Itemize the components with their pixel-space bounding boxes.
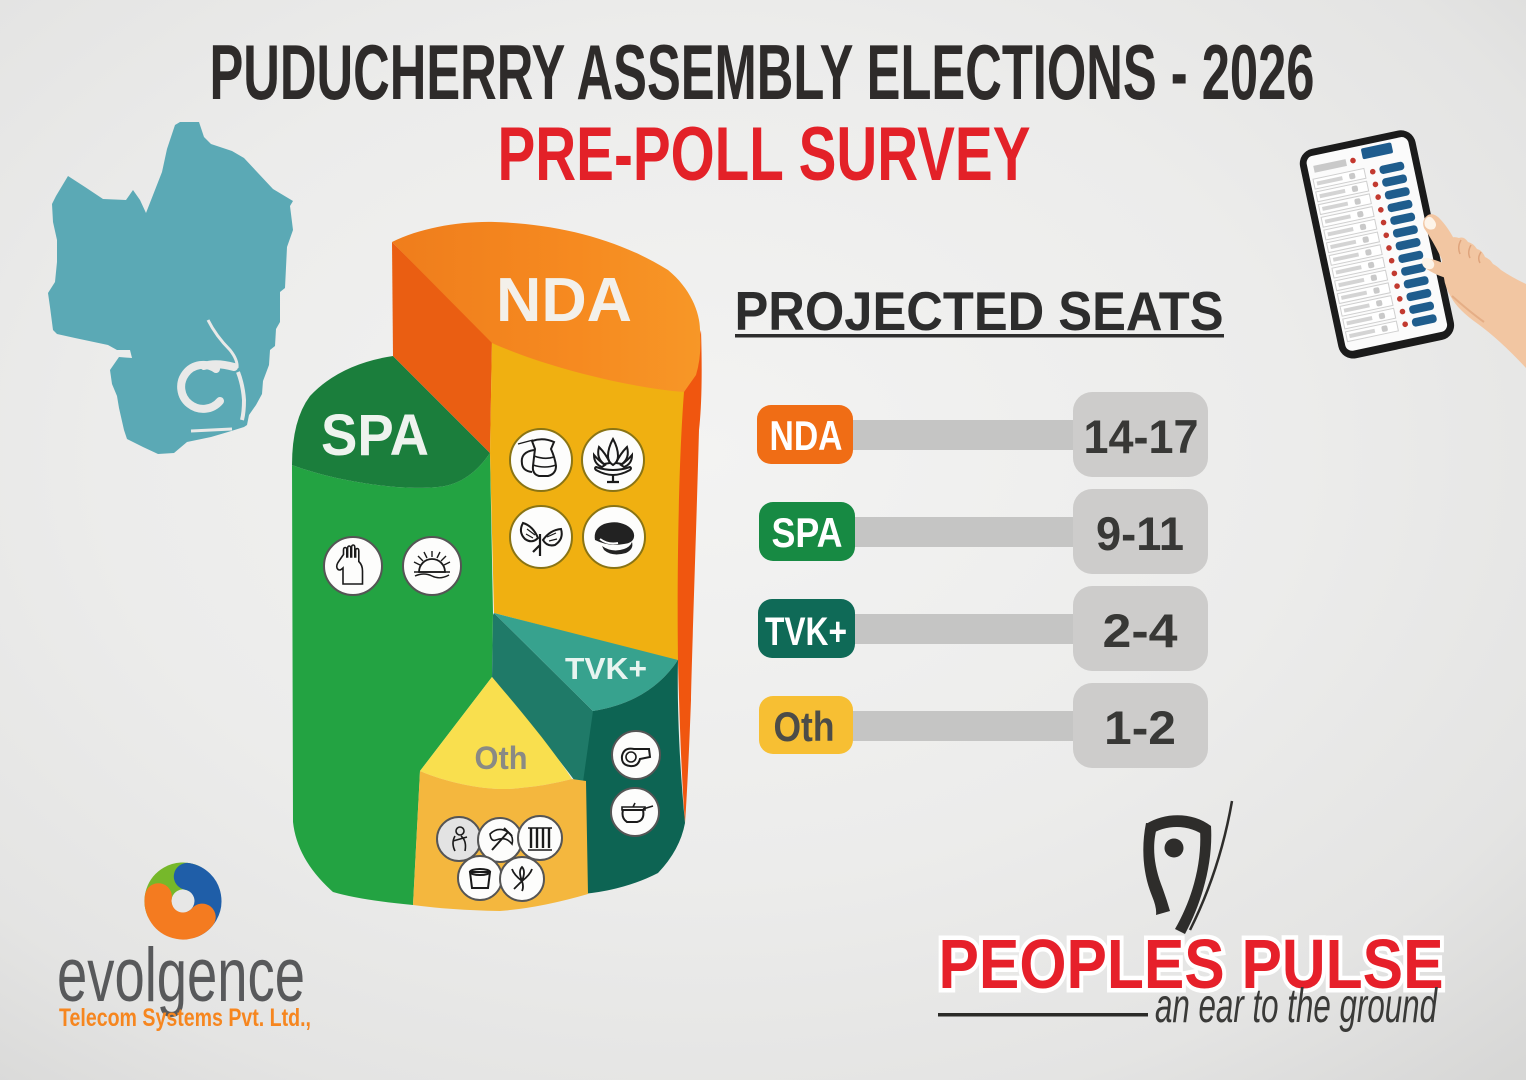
svg-text:Telecom Systems Pvt. Ltd.,: Telecom Systems Pvt. Ltd., <box>59 1004 311 1032</box>
svg-text:Oth: Oth <box>774 703 835 750</box>
svg-text:PROJECTED SEATS: PROJECTED SEATS <box>735 280 1224 342</box>
svg-text:TVK+: TVK+ <box>565 651 647 686</box>
svg-text:NDA: NDA <box>496 266 632 335</box>
svg-text:2-4: 2-4 <box>1103 604 1178 657</box>
svg-text:an ear to the ground: an ear to the ground <box>1155 980 1438 1033</box>
svg-text:SPA: SPA <box>321 403 429 468</box>
svg-text:PRE-POLL SURVEY: PRE-POLL SURVEY <box>498 112 1031 197</box>
svg-text:1-2: 1-2 <box>1104 701 1176 754</box>
svg-text:14-17: 14-17 <box>1084 410 1199 463</box>
svg-text:9-11: 9-11 <box>1096 507 1184 560</box>
svg-text:PUDUCHERRY ASSEMBLY ELECTIONS: PUDUCHERRY ASSEMBLY ELECTIONS - 2026 <box>210 28 1315 116</box>
svg-text:PEOPLES PULSE: PEOPLES PULSE <box>939 925 1444 1003</box>
svg-text:TVK+: TVK+ <box>765 610 847 654</box>
svg-text:SPA: SPA <box>772 509 843 556</box>
svg-text:NDA: NDA <box>770 412 843 459</box>
svg-text:evolgence: evolgence <box>57 933 305 1018</box>
svg-text:Oth: Oth <box>475 740 528 776</box>
